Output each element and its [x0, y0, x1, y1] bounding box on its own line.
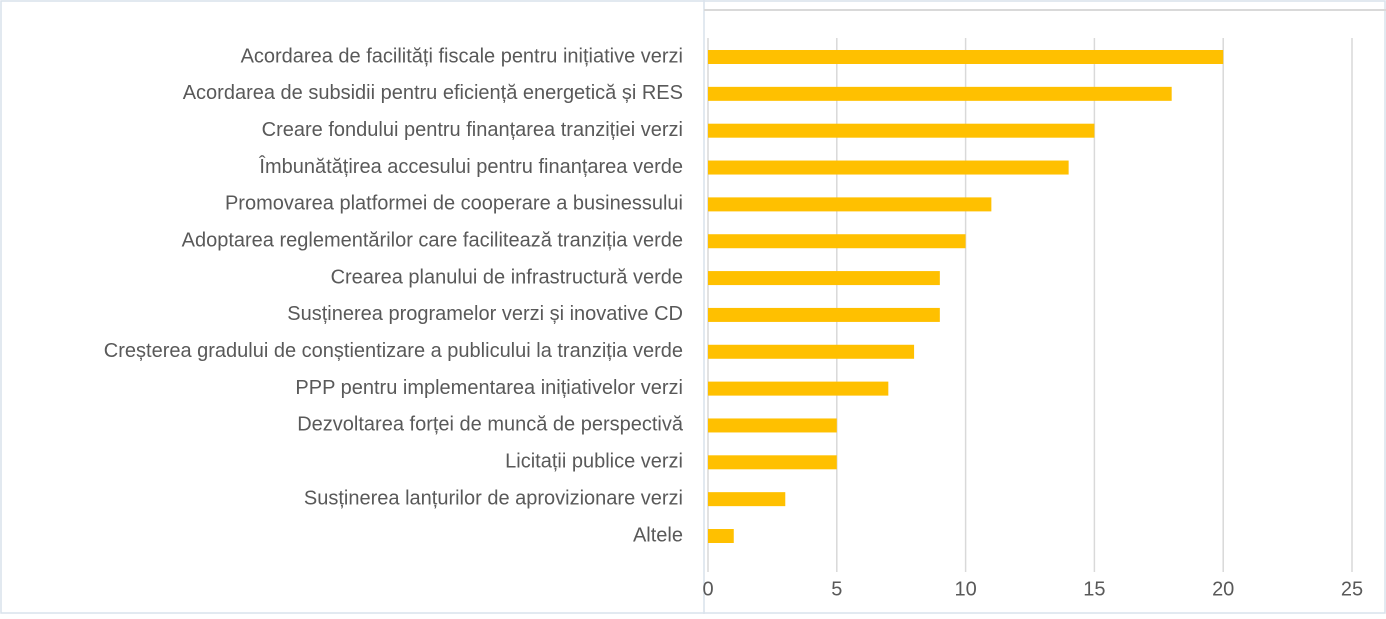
y-tick-label: Licitații publice verzi [505, 451, 683, 473]
x-tick-label: 10 [954, 578, 976, 600]
bar [708, 455, 837, 470]
y-tick-label: Acordarea de facilități fiscale pentru i… [241, 45, 683, 67]
bar [708, 160, 1069, 175]
x-tick-label: 15 [1083, 578, 1105, 600]
y-tick-label: Creare fondului pentru finanțarea tranzi… [262, 119, 683, 141]
y-tick-label: Îmbunătățirea accesului pentru finanțare… [258, 155, 683, 178]
x-tick-label: 25 [1341, 578, 1363, 600]
y-tick-label: Acordarea de subsidii pentru eficiență e… [183, 82, 683, 104]
y-tick-label: Promovarea platformei de cooperare a bus… [225, 193, 683, 215]
bar [708, 50, 1224, 64]
bar [708, 234, 966, 249]
bar [708, 271, 940, 286]
bar [708, 529, 734, 543]
y-tick-label: Crearea planului de infrastructură verde [331, 266, 683, 288]
y-tick-label: Altele [633, 524, 683, 546]
x-tick-label: 20 [1212, 578, 1234, 600]
bar [708, 307, 940, 322]
y-tick-label: Adoptarea reglementărilor care facilitea… [182, 230, 683, 252]
bar [708, 86, 1172, 101]
bar [708, 123, 1095, 138]
bar [708, 197, 992, 212]
bar [708, 344, 915, 359]
bar [708, 418, 837, 433]
x-tick-label: 0 [702, 578, 713, 600]
y-tick-label: Susținerea lanțurilor de aprovizionare v… [304, 487, 683, 509]
x-tick-label: 5 [831, 578, 842, 600]
y-tick-label: Dezvoltarea forței de muncă de perspecti… [297, 414, 684, 436]
bar [708, 492, 786, 507]
y-tick-label: Susținerea programelor verzi și inovativ… [287, 303, 683, 325]
bar [708, 381, 889, 396]
y-tick-label: PPP pentru implementarea inițiativelor v… [295, 377, 683, 399]
y-tick-label: Creșterea gradului de conștientizare a p… [104, 340, 683, 362]
